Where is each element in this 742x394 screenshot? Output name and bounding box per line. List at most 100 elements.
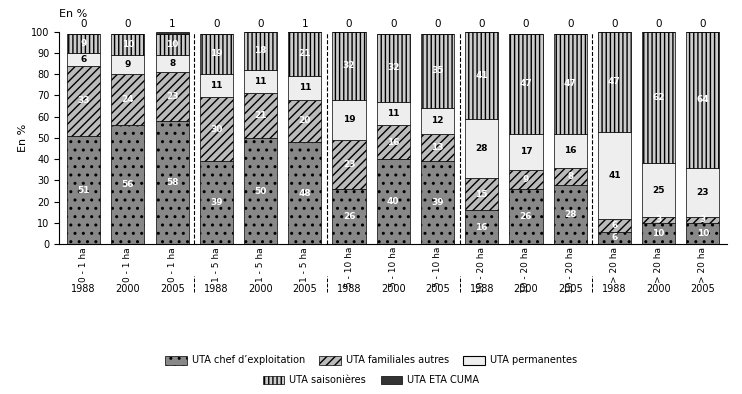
Bar	[377, 102, 410, 125]
Text: 10: 10	[652, 229, 665, 238]
Text: 10: 10	[166, 40, 178, 49]
Text: 2005: 2005	[691, 284, 715, 294]
Bar	[642, 164, 675, 217]
Text: 19: 19	[210, 49, 223, 58]
Text: 21: 21	[298, 49, 311, 58]
Bar	[111, 33, 145, 55]
Text: 9: 9	[125, 60, 131, 69]
Bar	[244, 138, 278, 244]
Bar	[67, 53, 100, 65]
Bar	[332, 100, 366, 140]
Text: 15: 15	[476, 190, 488, 199]
Bar	[421, 161, 454, 244]
Bar	[421, 108, 454, 134]
Text: 17: 17	[519, 147, 532, 156]
Bar	[465, 178, 499, 210]
Bar	[686, 217, 720, 223]
Text: 16: 16	[564, 146, 577, 155]
Text: 3: 3	[700, 215, 706, 224]
Text: 2000: 2000	[646, 284, 671, 294]
Bar	[642, 223, 675, 244]
Text: 12: 12	[431, 116, 444, 125]
Text: 0: 0	[522, 19, 529, 29]
Bar	[598, 132, 631, 219]
Text: 18: 18	[255, 46, 267, 55]
Text: 2000: 2000	[513, 284, 538, 294]
Bar	[465, 32, 499, 119]
Bar	[509, 33, 542, 134]
Text: 47: 47	[564, 79, 577, 88]
Bar	[421, 134, 454, 161]
Text: 39: 39	[210, 198, 223, 207]
Text: 8: 8	[567, 172, 574, 181]
Text: 1988: 1988	[204, 284, 229, 294]
Text: 50: 50	[255, 187, 267, 195]
Bar	[111, 55, 145, 74]
Text: 1988: 1988	[470, 284, 494, 294]
Text: 0: 0	[655, 19, 662, 29]
Bar	[244, 93, 278, 138]
Text: 58: 58	[166, 178, 178, 187]
Text: 16: 16	[476, 223, 488, 232]
Bar	[288, 32, 321, 76]
Text: 0: 0	[346, 19, 352, 29]
Bar	[598, 232, 631, 244]
Bar	[642, 217, 675, 223]
Text: 11: 11	[255, 77, 267, 86]
Bar	[200, 33, 233, 74]
Bar	[377, 159, 410, 244]
Text: 32: 32	[343, 61, 355, 70]
Text: 11: 11	[210, 81, 223, 90]
Bar	[244, 32, 278, 70]
Bar	[554, 134, 587, 168]
Text: 16: 16	[387, 138, 399, 147]
Bar	[156, 33, 188, 55]
Text: 56: 56	[122, 180, 134, 189]
Bar	[332, 140, 366, 189]
Legend: UTA saisonières, UTA ETA CUMA: UTA saisonières, UTA ETA CUMA	[263, 375, 479, 385]
Text: 0: 0	[567, 19, 574, 29]
Bar	[332, 189, 366, 244]
Bar	[156, 32, 188, 33]
Text: 10: 10	[697, 229, 709, 238]
Text: 48: 48	[298, 189, 311, 198]
Bar	[509, 189, 542, 244]
Text: 51: 51	[77, 186, 90, 195]
Text: 28: 28	[476, 144, 488, 153]
Bar	[288, 30, 321, 32]
Text: 40: 40	[387, 197, 399, 206]
Bar	[421, 33, 454, 108]
Text: 8: 8	[169, 59, 175, 68]
Text: 21: 21	[255, 111, 267, 120]
Bar	[156, 72, 188, 121]
Bar	[200, 97, 233, 161]
Bar	[686, 168, 720, 217]
Text: 1988: 1988	[71, 284, 96, 294]
Text: 1: 1	[301, 19, 308, 29]
Text: 2000: 2000	[249, 284, 273, 294]
Text: 24: 24	[122, 95, 134, 104]
Bar	[200, 74, 233, 97]
Text: 1988: 1988	[337, 284, 361, 294]
Text: 64: 64	[697, 95, 709, 104]
Text: 0: 0	[213, 19, 220, 29]
Bar	[156, 121, 188, 244]
Text: 0: 0	[125, 19, 131, 29]
Bar	[554, 33, 587, 134]
Y-axis label: En %: En %	[19, 124, 28, 152]
Bar	[509, 170, 542, 189]
Bar	[642, 32, 675, 164]
Bar	[332, 32, 366, 100]
Text: 33: 33	[77, 96, 90, 105]
Text: 25: 25	[652, 186, 665, 195]
Text: 20: 20	[298, 116, 311, 125]
Text: 23: 23	[697, 188, 709, 197]
Text: 0: 0	[80, 19, 87, 29]
Text: 26: 26	[519, 212, 532, 221]
Text: 35: 35	[431, 66, 444, 75]
Text: 2005: 2005	[558, 284, 582, 294]
Bar	[686, 32, 720, 168]
Text: 10: 10	[122, 40, 134, 49]
Text: 11: 11	[387, 109, 399, 118]
Bar	[598, 32, 631, 132]
